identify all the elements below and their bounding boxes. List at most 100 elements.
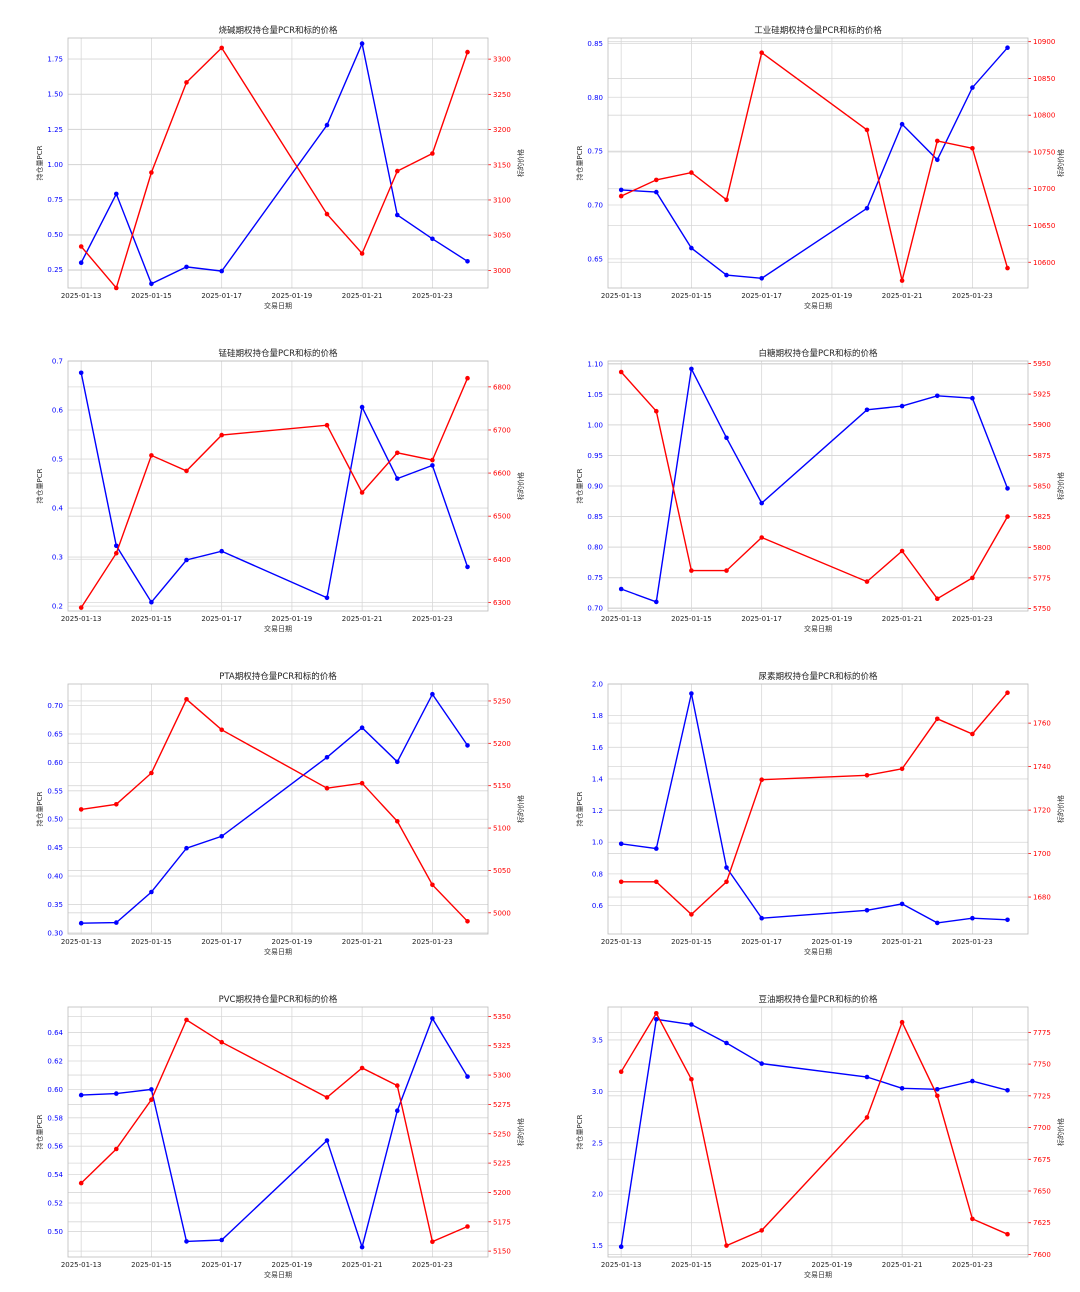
pcr-point [114,920,119,925]
pcr-line [621,693,1008,924]
x-tick-label: 2025-01-23 [412,615,453,623]
chart-svg: 0.70 0.75 0.80 0.85 0.90 0.95 1.00 1.05 1.10 5750… [575,348,1065,633]
pcr-point [465,743,470,748]
y-left-tick-label: 0.4 [52,505,64,513]
y-left-tick-label: 0.56 [47,1143,63,1151]
y-left-tick-label: 0.70 [587,202,603,210]
y-right-axis-label: 标的价格 [516,472,525,500]
price-point [430,151,435,156]
x-tick-label: 2025-01-19 [272,292,313,300]
x-tick-label: 2025-01-13 [61,615,102,623]
y-right-tick-label: 5825 [1033,513,1051,521]
y-right-tick-label: 5900 [1033,421,1051,429]
pcr-point [324,122,330,128]
y-right-tick-label: 5750 [1033,605,1051,613]
chart-panel: 1.5 2.0 2.5 3.0 3.5 7600 7625 7650 7675 7700 7725 7… [540,969,1080,1292]
y-left-tick-label: 2.0 [592,1191,603,1199]
pcr-point [149,1087,154,1092]
y-right-tick-label: 7650 [1033,1188,1051,1196]
x-tick-label: 2025-01-21 [882,615,923,623]
x-tick-label: 2025-01-23 [952,938,993,946]
y-left-tick-label: 1.50 [47,91,63,99]
y-right-tick-label: 6600 [493,470,511,478]
chart-svg: 0.30 0.35 0.40 0.45 0.50 0.55 0.60 0.65 0.70 5000… [35,671,525,956]
y-left-axis-label: 持仓量PCR [35,791,44,826]
price-point [324,785,330,791]
y-right-tick-label: 10900 [1033,38,1055,46]
plot-frame [607,683,1029,935]
price-point [970,146,975,151]
y-right-tick-label: 3200 [493,126,511,134]
price-point [970,731,975,737]
y-right-tick-label: 5200 [493,740,511,748]
price-point [114,550,119,556]
price-point [184,468,189,474]
x-tick-label: 2025-01-17 [201,292,242,300]
price-point [359,1065,365,1071]
y-left-axis-label: 持仓量PCR [575,791,584,826]
chart-panel: 0.6 0.8 1.0 1.2 1.4 1.6 1.8 2.0 1680 1700 1720 1740… [540,646,1080,969]
y-left-tick-label: 0.35 [47,901,63,909]
price-point [359,251,365,256]
y-right-tick-label: 5875 [1033,452,1051,460]
x-tick-label: 2025-01-17 [741,615,782,623]
chart-panel: 0.30 0.35 0.40 0.45 0.50 0.55 0.60 0.65 0.70 5000… [0,646,540,969]
y-left-tick-label: 1.00 [587,422,603,430]
y-left-tick-label: 0.60 [47,759,63,767]
price-line [81,698,469,922]
price-point [689,170,694,175]
y-left-tick-label: 1.2 [592,807,603,815]
y-left-tick-label: 1.0 [592,839,603,847]
y-left-tick-label: 0.75 [587,574,603,582]
y-left-tick-label: 0.58 [47,1114,63,1122]
pcr-point [465,1074,470,1079]
x-tick-label: 2025-01-13 [61,292,102,300]
price-point [184,1017,189,1023]
y-right-tick-label: 5100 [493,825,511,833]
chart-title: 豆油期权持仓量PCR和标的价格 [759,994,878,1005]
price-point [465,1224,470,1229]
price-point [935,1093,940,1099]
y-right-tick-label: 6500 [493,513,511,521]
price-point [899,548,905,554]
pcr-point [465,564,470,570]
pcr-point [395,212,400,218]
price-point [618,879,624,885]
price-line [80,377,469,608]
y-left-tick-label: 0.65 [587,255,603,263]
pcr-point [465,259,470,264]
price-point [759,50,764,55]
price-point [935,716,940,722]
price-point [864,1115,870,1120]
pcr-point [359,41,365,46]
x-tick-label: 2025-01-21 [342,1261,383,1269]
price-point [430,882,435,888]
y-left-tick-label: 0.45 [47,844,63,852]
price-point [1005,690,1010,695]
pcr-point [899,1086,905,1091]
plot-frame [67,360,489,612]
y-left-tick-label: 0.2 [52,603,63,611]
y-left-axis-label: 持仓量PCR [575,468,584,503]
y-right-tick-label: 7775 [1033,1029,1051,1037]
chart-svg: 0.25 0.50 0.75 1.00 1.25 1.50 1.75 3000 3050 3100… [35,25,525,310]
pcr-point [359,404,365,410]
x-axis-label: 交易日期 [804,947,832,956]
y-right-tick-label: 1700 [1033,850,1051,858]
pcr-point [724,1040,729,1046]
price-point [465,375,470,381]
x-tick-label: 2025-01-15 [671,615,712,623]
price-point [114,285,119,291]
y-right-tick-label: 3050 [493,232,511,240]
y-left-tick-label: 0.54 [47,1171,63,1179]
x-tick-label: 2025-01-23 [412,938,453,946]
price-point [395,1083,400,1088]
price-point [1005,265,1010,271]
y-right-tick-label: 3100 [493,196,511,204]
pcr-point [618,1244,624,1249]
y-left-tick-label: 0.7 [52,358,63,366]
chart-title: 烧碱期权持仓量PCR和标的价格 [219,25,338,36]
price-point [324,211,330,217]
y-right-tick-label: 6300 [493,599,511,607]
